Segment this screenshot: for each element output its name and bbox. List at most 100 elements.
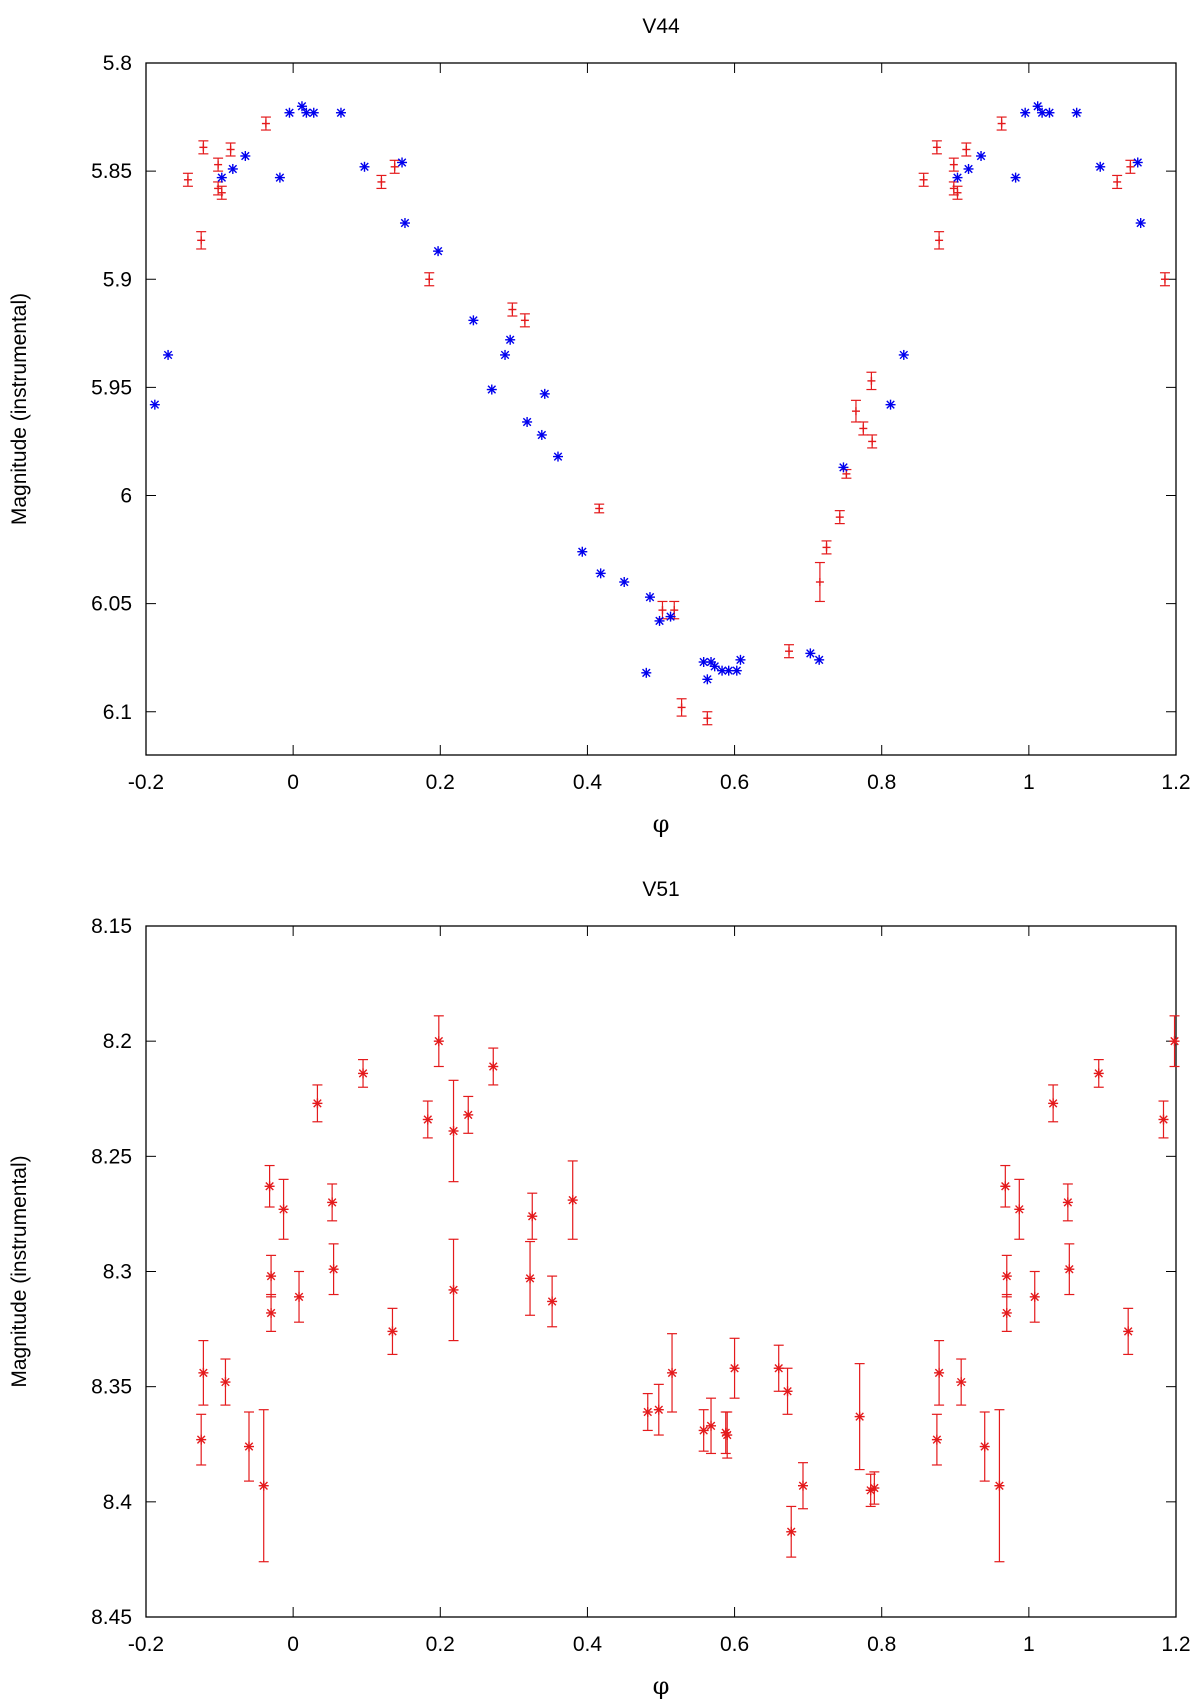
data-point xyxy=(1062,1183,1073,1222)
marker-stroke xyxy=(839,463,848,472)
data-point xyxy=(641,667,652,678)
data-point xyxy=(1093,1058,1104,1088)
data-point xyxy=(867,434,878,449)
data-point xyxy=(653,1383,664,1436)
data-point xyxy=(667,1333,678,1413)
data-point xyxy=(507,302,518,317)
y-tick-label: 5.9 xyxy=(103,268,132,291)
marker-stroke xyxy=(487,385,497,394)
data-point xyxy=(284,107,295,118)
data-point xyxy=(729,1337,740,1399)
plot-frame xyxy=(145,62,1177,756)
marker-stroke xyxy=(1015,1205,1024,1214)
data-point xyxy=(1159,272,1170,287)
data-point xyxy=(196,1413,207,1466)
x-tick-label: 0 xyxy=(287,771,299,794)
marker-stroke xyxy=(798,1481,808,1490)
x-tick-label: 0.2 xyxy=(426,1633,455,1656)
data-point xyxy=(702,674,713,685)
data-point xyxy=(1169,1015,1180,1068)
data-point xyxy=(301,107,312,118)
marker-stroke xyxy=(196,1435,206,1444)
data-point xyxy=(805,648,816,659)
y-tick-label: 8.25 xyxy=(91,1145,132,1168)
x-tick-label: 0.6 xyxy=(720,1633,749,1656)
marker-stroke xyxy=(1033,102,1042,111)
x-tick-label: -0.2 xyxy=(128,1633,164,1656)
data-point xyxy=(522,416,533,427)
marker-stroke xyxy=(1136,218,1145,228)
marker-stroke xyxy=(1072,108,1081,117)
data-point xyxy=(595,568,606,579)
data-point xyxy=(399,218,410,229)
marker-stroke xyxy=(710,662,719,671)
marker-stroke xyxy=(522,417,532,427)
marker-stroke xyxy=(667,1368,677,1378)
data-point xyxy=(918,172,929,187)
data-point xyxy=(784,644,795,659)
data-point xyxy=(448,1079,459,1183)
x-tick-label: 1 xyxy=(1023,771,1035,794)
data-point xyxy=(266,1293,277,1332)
data-point xyxy=(274,172,285,183)
marker-stroke xyxy=(1048,1099,1058,1108)
x-tick-label: 1.2 xyxy=(1161,771,1190,794)
data-point xyxy=(1095,161,1106,172)
chart-panel-v44: V44 -0.2 0 0.2 0.4 0.6 0.8 1 1.2 5.8 5.85 5.9 5.95 6 6… xyxy=(8,15,1191,838)
data-point xyxy=(433,1015,444,1068)
marker-stroke xyxy=(956,1377,966,1387)
data-point xyxy=(865,1473,876,1508)
x-tick-label: -0.2 xyxy=(128,771,164,794)
marker-stroke xyxy=(774,1363,783,1373)
data-point xyxy=(706,1397,717,1455)
data-point xyxy=(1064,1243,1075,1296)
marker-stroke xyxy=(786,1527,796,1537)
y-tick-label: 5.95 xyxy=(91,376,132,399)
marker-stroke xyxy=(783,1387,792,1396)
marker-stroke xyxy=(717,666,727,675)
marker-stroke xyxy=(619,577,629,587)
marker-stroke xyxy=(1001,1182,1010,1191)
data-point xyxy=(782,1367,793,1415)
data-point xyxy=(773,1344,784,1392)
marker-stroke xyxy=(313,1099,322,1108)
marker-stroke xyxy=(528,1211,537,1221)
data-point xyxy=(1158,1100,1169,1139)
x-tick-label: 0.4 xyxy=(573,771,603,794)
marker-stroke xyxy=(294,1292,304,1302)
data-point xyxy=(838,462,849,473)
data-point xyxy=(278,1178,289,1240)
data-point xyxy=(577,546,588,557)
marker-stroke xyxy=(666,612,675,621)
marker-stroke xyxy=(654,1405,664,1414)
data-point xyxy=(519,313,530,328)
marker-stroke xyxy=(434,1036,444,1046)
data-point xyxy=(422,1100,433,1139)
y-tick-label: 6.1 xyxy=(103,701,132,724)
x-tick-label: 0.8 xyxy=(867,771,896,794)
y-tick-label: 8.3 xyxy=(103,1261,132,1284)
y-tick-label: 8.45 xyxy=(91,1606,132,1629)
marker-stroke xyxy=(433,246,443,256)
data-point xyxy=(198,140,209,155)
marker-stroke xyxy=(449,1285,458,1295)
data-point xyxy=(869,1471,880,1505)
marker-stroke xyxy=(266,1271,276,1281)
data-point xyxy=(866,371,877,391)
marker-stroke xyxy=(1002,1271,1012,1281)
data-point xyxy=(468,315,479,326)
marker-stroke xyxy=(463,1110,473,1120)
data-point xyxy=(717,665,728,676)
x-tick-label: 0.6 xyxy=(720,771,749,794)
data-point xyxy=(527,1192,538,1240)
marker-stroke xyxy=(886,400,895,409)
data-point xyxy=(814,654,825,665)
data-point xyxy=(308,107,319,118)
data-point xyxy=(934,231,945,250)
x-tick-label: 1.2 xyxy=(1161,1633,1190,1656)
series-0 xyxy=(182,116,1170,726)
data-point xyxy=(931,1413,942,1466)
data-point xyxy=(260,116,271,131)
data-point xyxy=(858,421,869,436)
data-point xyxy=(956,1358,967,1406)
